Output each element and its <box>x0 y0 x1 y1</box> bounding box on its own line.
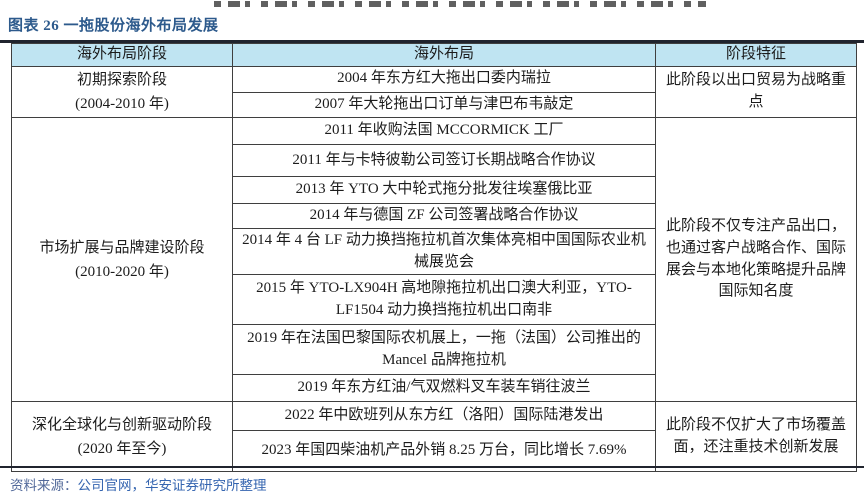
event-cell: 2023 年国四柴油机产品外销 8.25 万台，同比增长 7.69% <box>232 430 656 473</box>
figure-title: 图表 26 一拖股份海外布局发展 <box>8 18 219 34</box>
column-header-layout: 海外布局 <box>232 43 656 67</box>
table-row: 2019 年在法国巴黎国际农机展上，一拖（法国）公司推出的 Mancel 品牌拖… <box>12 324 857 376</box>
table-row: 2007 年大轮拖出口订单与津巴布韦敲定 <box>12 91 857 118</box>
stage-name: 初期探索阶段 <box>76 72 167 88</box>
overseas-layout-table: 海外布局阶段 海外布局 阶段特征 初期探索阶段 (2004-2010 年) 20… <box>11 43 857 473</box>
table-row: 市场扩展与品牌建设阶段 (2010-2020 年) 2011 年收购法国 MCC… <box>11 116 857 403</box>
event-cell: 2004 年东方红大拖出口委内瑞拉 <box>232 66 656 93</box>
table-row: 初期探索阶段 (2004-2010 年) 2004 年东方红大拖出口委内瑞拉 此… <box>11 66 857 118</box>
table-row: 2019 年东方红油/气双燃料叉车装车销往波兰 <box>12 374 857 403</box>
event-cell: 2011 年与卡特彼勒公司签订长期战略合作协议 <box>232 144 656 177</box>
feature-cell-phase3: 此阶段不仅扩大了市场覆盖面，还注重技术创新发展 <box>655 401 857 473</box>
table-row: 2014 年 4 台 LF 动力换挡拖拉机首次集体亮相中国国际农业机械展览会 <box>12 227 857 276</box>
stage-period: (2004-2010 年) <box>75 96 169 112</box>
stage-cell-phase2: 市场扩展与品牌建设阶段 (2010-2020 年) <box>11 116 233 403</box>
event-cell: 2014 年与德国 ZF 公司签署战略合作协议 <box>232 203 656 229</box>
event-cell: 2019 年在法国巴黎国际农机展上，一拖（法国）公司推出的 Mancel 品牌拖… <box>232 324 656 376</box>
stage-period: (2020 年至今) <box>77 440 167 457</box>
source-line: 资料来源：公司官网，华安证券研究所整理 <box>10 474 267 494</box>
source-label: 资料来源： <box>10 478 78 493</box>
source-text: 公司官网，华安证券研究所整理 <box>77 478 267 493</box>
cropped-text-fragment <box>214 1 706 7</box>
stage-cell-phase3: 深化全球化与创新驱动阶段 (2020 年至今) <box>11 401 233 473</box>
table-row: 2014 年与德国 ZF 公司签署战略合作协议 <box>12 203 857 229</box>
table-row: 2013 年 YTO 大中轮式拖分批发往埃塞俄比亚 <box>12 176 857 204</box>
column-header-feature: 阶段特征 <box>655 43 857 67</box>
stage-period: (2010-2020 年) <box>75 263 169 280</box>
feature-cell-phase1: 此阶段以出口贸易为战略重点 <box>655 66 857 118</box>
header-row: 海外布局阶段 海外布局 阶段特征 <box>11 43 857 67</box>
event-cell: 2007 年大轮拖出口订单与津巴布韦敲定 <box>232 91 656 118</box>
table-row: 2015 年 YTO-LX904H 高地隙拖拉机出口澳大利亚，YTO-LF150… <box>12 274 857 326</box>
table-row: 2023 年国四柴油机产品外销 8.25 万台，同比增长 7.69% <box>12 430 857 473</box>
stage-name: 深化全球化与创新驱动阶段 <box>31 416 212 433</box>
feature-cell-phase2: 此阶段不仅专注产品出口，也通过客户战略合作、国际展会与本地化策略提升品牌国际知名… <box>655 116 857 403</box>
event-cell: 2014 年 4 台 LF 动力换挡拖拉机首次集体亮相中国国际农业机械展览会 <box>232 227 656 276</box>
column-header-stage: 海外布局阶段 <box>11 43 233 67</box>
stage-cell-phase1: 初期探索阶段 (2004-2010 年) <box>11 66 233 118</box>
event-cell: 2019 年东方红油/气双燃料叉车装车销往波兰 <box>232 374 656 403</box>
overseas-layout-table-wrapper: 海外布局阶段 海外布局 阶段特征 初期探索阶段 (2004-2010 年) 20… <box>11 43 857 473</box>
event-cell: 2022 年中欧班列从东方红（洛阳）国际陆港发出 <box>232 401 656 432</box>
bottom-divider-rule <box>0 466 864 468</box>
event-cell: 2013 年 YTO 大中轮式拖分批发往埃塞俄比亚 <box>232 176 656 204</box>
top-divider-rule <box>0 40 864 43</box>
table-row: 深化全球化与创新驱动阶段 (2020 年至今) 2022 年中欧班列从东方红（洛… <box>11 401 857 473</box>
event-cell: 2011 年收购法国 MCCORMICK 工厂 <box>232 117 656 145</box>
event-cell: 2015 年 YTO-LX904H 高地隙拖拉机出口澳大利亚，YTO-LF150… <box>232 274 656 326</box>
stage-name: 市场扩展与品牌建设阶段 <box>39 239 205 256</box>
table-row: 2011 年与卡特彼勒公司签订长期战略合作协议 <box>12 144 857 177</box>
